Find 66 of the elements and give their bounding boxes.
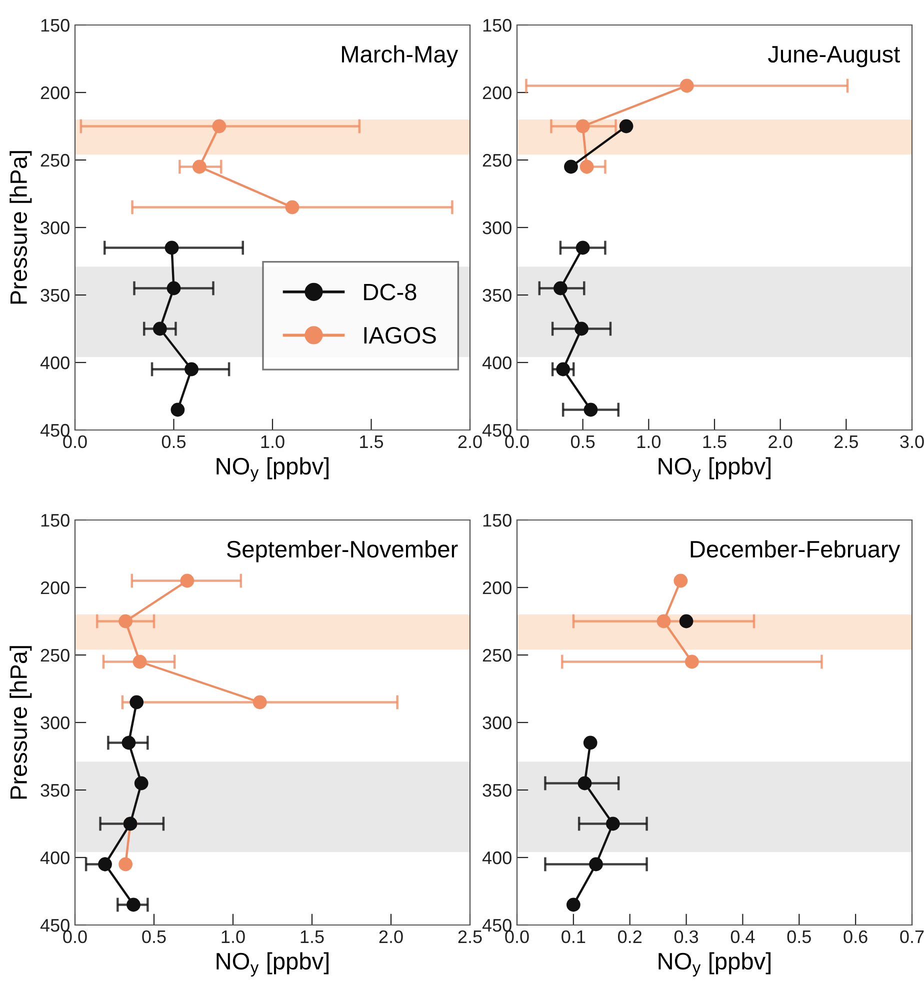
x-axis-title: NO$_{y}$ [ppbv]	[216, 952, 328, 977]
y-tick-label: 400	[40, 356, 70, 370]
x-tick-label: 0.1	[562, 930, 586, 944]
x-tick-label: 2.0	[458, 435, 482, 448]
y-tick-label: 450	[40, 918, 70, 932]
x-tick-label: 0.5	[162, 435, 186, 448]
y-tick-label: 300	[482, 221, 512, 234]
y-axis-title: Pressure [hPa]	[10, 646, 32, 799]
y-tick-label: 300	[40, 221, 70, 234]
y-tick-label: 450	[482, 918, 512, 932]
y-tick-label: 300	[40, 716, 70, 730]
y-tick-label: 300	[482, 716, 512, 730]
x-tick-label: 0.0	[505, 930, 529, 944]
x-tick-label: 1.0	[222, 930, 245, 944]
y-tick-label: 350	[40, 288, 70, 302]
y-tick-label: 350	[482, 288, 512, 302]
y-tick-label: 350	[40, 784, 70, 797]
x-tick-label: 1.0	[637, 435, 661, 448]
x-tick-label: 0.2	[618, 930, 642, 944]
y-tick-label: 450	[482, 424, 512, 437]
x-tick-label: 3.0	[900, 435, 924, 448]
y-tick-label: 400	[40, 851, 70, 864]
y-tick-label: 200	[40, 86, 70, 100]
x-tick-label: 0.0	[63, 930, 87, 944]
y-tick-label: 150	[41, 514, 70, 527]
legend-label: DC-8	[364, 284, 416, 300]
y-tick-label: 250	[482, 154, 512, 167]
text: March-May	[342, 45, 458, 68]
text: December-February	[690, 540, 900, 562]
x-tick-label: 0.6	[844, 930, 868, 944]
y-tick-label: 150	[483, 514, 512, 527]
x-tick-label: 1.0	[261, 435, 284, 448]
x-tick-label: 0.0	[63, 435, 87, 448]
x-tick-label: 1.5	[360, 436, 384, 448]
y-tick-label: 350	[482, 784, 512, 797]
y-tick-label: 400	[482, 356, 512, 370]
x-tick-label: 2.5	[458, 930, 482, 944]
y-tick-label: 250	[40, 154, 70, 167]
x-tick-label: 2.5	[834, 435, 858, 448]
x-tick-label: 0.0	[505, 435, 529, 448]
legend-label: IAGOS	[364, 326, 436, 344]
y-tick-label: 250	[40, 648, 70, 662]
y-tick-label: 400	[482, 851, 512, 864]
x-axis-title: NO$_{y}$ [ppbv]	[658, 952, 770, 977]
x-tick-label: 2.0	[768, 435, 792, 448]
y-axis-title: Pressure [hPa]	[10, 151, 32, 304]
y-tick-label: 200	[482, 86, 512, 100]
y-tick-label: 150	[483, 18, 512, 32]
x-tick-label: 0.3	[674, 930, 698, 944]
y-tick-label: 200	[482, 581, 512, 594]
x-tick-label: 1.5	[703, 436, 726, 448]
x-tick-label: 0.7	[900, 930, 924, 944]
y-tick-label: 250	[482, 648, 512, 662]
y-tick-label: 200	[40, 581, 70, 594]
text: September-November	[226, 540, 458, 562]
x-tick-label: 0.4	[730, 930, 755, 944]
x-axis-title: NO$_{y}$ [ppbv]	[216, 457, 328, 482]
x-tick-label: 0.5	[142, 930, 166, 944]
x-tick-label: 0.5	[787, 930, 811, 944]
text: June-August	[768, 46, 900, 68]
y-tick-label: 450	[40, 424, 70, 437]
x-tick-label: 0.5	[570, 435, 595, 448]
x-axis-title: NO$_{y}$ [ppbv]	[658, 457, 770, 482]
x-tick-label: 2.0	[379, 930, 403, 944]
x-tick-label: 1.5	[300, 930, 324, 944]
y-tick-label: 150	[41, 18, 70, 32]
